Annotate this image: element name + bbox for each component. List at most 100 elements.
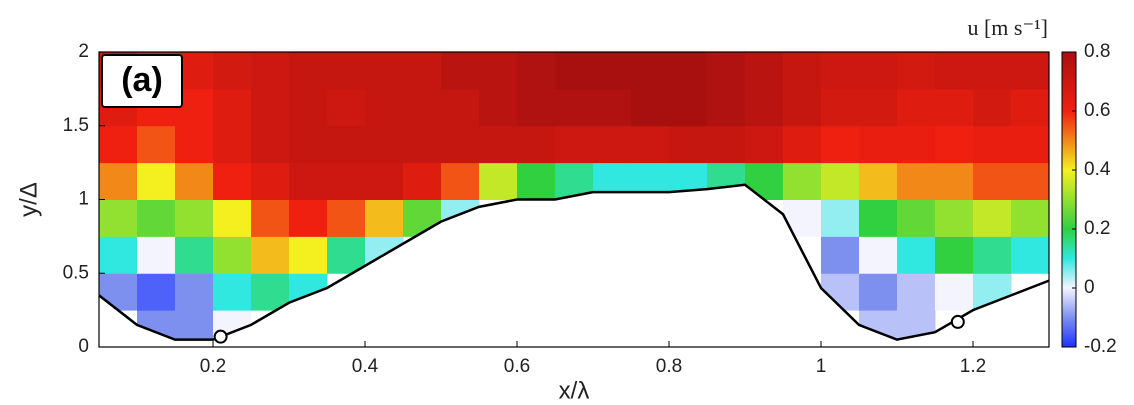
heat-cell xyxy=(289,200,328,237)
heat-cell xyxy=(821,236,860,273)
heat-cell xyxy=(403,52,442,89)
heat-cell xyxy=(859,89,898,126)
heat-cell xyxy=(365,163,404,200)
heat-cell xyxy=(935,52,974,89)
heat-cell xyxy=(821,163,860,200)
heat-cell xyxy=(935,200,974,237)
heat-cell xyxy=(669,89,708,126)
heat-cell xyxy=(631,126,670,163)
heat-cell xyxy=(631,89,670,126)
y-tick-label: 1.5 xyxy=(63,115,89,136)
colorbar-tick-label: 0.6 xyxy=(1084,100,1110,121)
heat-cell xyxy=(593,126,632,163)
heat-cell xyxy=(1011,89,1050,126)
heat-cell xyxy=(821,126,860,163)
heat-cell xyxy=(251,52,290,89)
heat-cell xyxy=(479,89,518,126)
heat-cell xyxy=(821,89,860,126)
marker-point xyxy=(952,316,964,328)
heat-cell xyxy=(859,273,898,310)
heat-cell xyxy=(213,89,252,126)
y-tick-label: 0 xyxy=(78,336,89,357)
heat-cell xyxy=(403,163,442,200)
heat-cell xyxy=(707,52,746,89)
marker-point xyxy=(215,331,227,343)
heat-cell xyxy=(99,126,138,163)
heat-cell xyxy=(973,89,1012,126)
heat-cell xyxy=(631,52,670,89)
colorbar-tick-label: 0.2 xyxy=(1084,218,1110,239)
heat-cell xyxy=(175,126,214,163)
heat-cell xyxy=(289,52,328,89)
heat-cell xyxy=(745,89,784,126)
heat-cell xyxy=(213,236,252,273)
heat-cell xyxy=(441,89,480,126)
heat-cell xyxy=(403,126,442,163)
colorbar-tick-label: 0.4 xyxy=(1084,159,1111,180)
heat-cell xyxy=(137,273,176,310)
heat-cell xyxy=(479,163,518,200)
heat-cell xyxy=(859,236,898,273)
heat-cell xyxy=(479,126,518,163)
x-axis-label: x/λ xyxy=(559,377,590,404)
heat-cell xyxy=(99,200,138,237)
heat-cell xyxy=(137,126,176,163)
heat-cell xyxy=(175,163,214,200)
heat-cell xyxy=(327,163,366,200)
heat-cell xyxy=(897,126,936,163)
panel-label: (a) xyxy=(121,61,163,99)
heat-cell xyxy=(175,200,214,237)
x-tick-label: 0.8 xyxy=(656,356,682,377)
heat-cell xyxy=(593,89,632,126)
x-tick-label: 0.4 xyxy=(352,356,379,377)
heat-cell xyxy=(783,52,822,89)
heat-cell xyxy=(745,52,784,89)
heat-cell xyxy=(479,52,518,89)
heat-cell xyxy=(935,163,974,200)
colorbar-tick-label: -0.2 xyxy=(1084,336,1117,357)
heat-cell xyxy=(935,273,974,310)
heat-cell xyxy=(859,200,898,237)
heat-cell xyxy=(859,163,898,200)
heat-cell xyxy=(251,200,290,237)
heat-cell xyxy=(783,163,822,200)
heat-cell xyxy=(327,126,366,163)
colorbar-tick-label: 0 xyxy=(1084,277,1095,298)
heat-cell xyxy=(1011,52,1050,89)
x-tick-label: 0.6 xyxy=(504,356,530,377)
heat-cell xyxy=(1011,200,1050,237)
y-tick-label: 0.5 xyxy=(63,262,89,283)
heat-cell xyxy=(365,200,404,237)
heat-cell xyxy=(669,52,708,89)
heat-cell xyxy=(289,163,328,200)
heat-cell xyxy=(821,52,860,89)
heat-cell xyxy=(175,273,214,310)
heat-cell xyxy=(327,89,366,126)
y-axis-label: y/Δ xyxy=(15,182,42,217)
heat-cell xyxy=(365,89,404,126)
heat-cell xyxy=(99,236,138,273)
heat-cell xyxy=(745,126,784,163)
heat-cell xyxy=(973,52,1012,89)
heat-cell xyxy=(1011,236,1050,273)
heat-cell xyxy=(1011,126,1050,163)
x-tick-label: 1.2 xyxy=(960,356,986,377)
heat-cell xyxy=(935,236,974,273)
heat-cell xyxy=(327,200,366,237)
heat-cell xyxy=(555,89,594,126)
heat-cell xyxy=(973,163,1012,200)
heat-cell xyxy=(441,52,480,89)
heat-cell xyxy=(365,52,404,89)
colorbar xyxy=(1062,52,1076,347)
heat-cell xyxy=(897,200,936,237)
heat-cell xyxy=(137,163,176,200)
heat-cell xyxy=(783,126,822,163)
x-tick-label: 0.2 xyxy=(200,356,226,377)
heat-cell xyxy=(669,126,708,163)
heat-cell xyxy=(821,200,860,237)
heat-cell xyxy=(973,200,1012,237)
heat-cell xyxy=(327,52,366,89)
heat-cell xyxy=(973,236,1012,273)
heat-cell xyxy=(859,126,898,163)
